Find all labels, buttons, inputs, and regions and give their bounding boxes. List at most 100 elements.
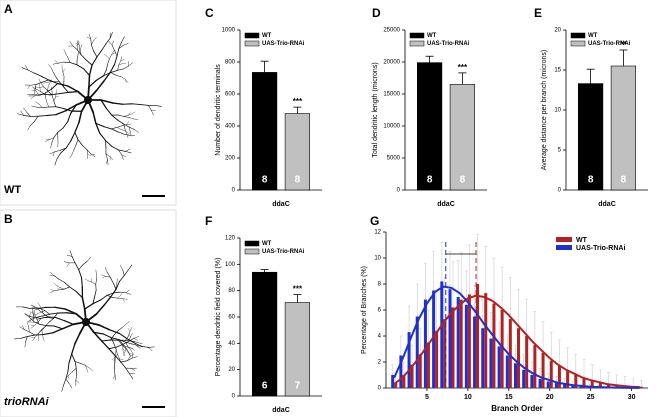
dendrite	[32, 313, 35, 318]
dendrite	[85, 365, 88, 370]
bar	[418, 354, 422, 388]
dendrite	[74, 360, 77, 369]
dendrite	[110, 288, 117, 298]
dendrite	[62, 71, 65, 77]
dendrite	[89, 367, 93, 372]
dendrite	[48, 317, 54, 319]
dendrite	[73, 144, 77, 151]
dendrite	[111, 40, 114, 46]
dendrite	[108, 348, 116, 357]
dendrite	[50, 142, 53, 149]
dendrite	[75, 99, 89, 107]
dendrite	[118, 60, 122, 66]
dendrite	[125, 340, 133, 342]
dendrite	[26, 319, 32, 323]
dendrite	[60, 147, 67, 154]
dendrite	[93, 50, 98, 58]
dendrite	[123, 133, 130, 136]
dendrite	[111, 52, 115, 55]
dendrite	[90, 153, 96, 158]
dendrite	[77, 90, 89, 101]
dendrite	[128, 112, 131, 116]
dendrite	[101, 340, 110, 350]
dendrite	[108, 40, 113, 46]
dendrite	[120, 360, 128, 363]
dendrite	[33, 310, 36, 316]
dendrite	[118, 339, 123, 346]
x-tick-label: 15	[505, 394, 513, 401]
dendrite	[45, 88, 53, 94]
dendrite	[35, 101, 40, 105]
dendrite	[46, 114, 57, 117]
dendrite	[117, 114, 125, 117]
dendrite	[53, 96, 56, 102]
dendrite	[93, 331, 105, 335]
y-axis-label: Number of dendritic terminals	[215, 64, 222, 156]
dendrite	[112, 297, 119, 299]
dendrite	[66, 262, 70, 267]
dendrite	[94, 289, 97, 297]
bar	[252, 72, 278, 191]
dendrite	[117, 131, 125, 135]
y-tick-label: 200	[225, 156, 236, 162]
dendrite	[100, 99, 107, 109]
dendrite	[49, 151, 55, 155]
dendrite	[65, 312, 77, 315]
legend-label: WT	[576, 237, 588, 244]
bar	[464, 304, 468, 388]
bar	[435, 330, 439, 388]
dendrite	[28, 331, 36, 336]
bar	[426, 342, 430, 388]
dendrite	[128, 62, 133, 67]
dendrite	[105, 140, 113, 147]
dendrite	[39, 86, 44, 88]
dendrite	[39, 83, 41, 88]
dendrite	[92, 296, 96, 305]
dendrite	[23, 115, 31, 117]
dendrite	[32, 307, 36, 310]
bar	[538, 378, 542, 388]
dendrite	[54, 306, 66, 310]
dendrite	[134, 129, 139, 133]
dendrite	[37, 318, 42, 323]
dendrite	[76, 64, 85, 70]
dendrite	[43, 337, 45, 342]
dendrite	[95, 122, 105, 128]
dendrite	[118, 44, 124, 49]
dendrite	[87, 89, 98, 101]
dendrite	[69, 41, 74, 47]
dendrite	[103, 296, 112, 306]
bar	[481, 328, 485, 388]
dendrite	[129, 373, 135, 375]
dendrite	[118, 339, 127, 343]
dendrite	[105, 107, 113, 116]
dendrite	[36, 306, 46, 310]
bar	[557, 365, 561, 388]
micrographs	[0, 0, 177, 417]
dendrite	[30, 324, 35, 326]
dendrite	[126, 348, 130, 353]
y-tick-label: 5000	[387, 156, 401, 162]
dendrite	[63, 261, 70, 264]
bar	[598, 382, 602, 388]
dendrite	[147, 347, 153, 351]
dendrite	[137, 345, 143, 348]
dendrite	[57, 127, 64, 133]
dendrite	[22, 306, 30, 309]
dendrite	[97, 324, 111, 331]
dendrite	[107, 159, 109, 165]
dendrite	[69, 154, 73, 159]
dendrite	[52, 151, 55, 157]
bar	[432, 290, 436, 388]
dendrite	[128, 352, 132, 355]
y-tick-label: 60	[228, 315, 235, 321]
bar	[497, 346, 501, 388]
dendrite	[44, 310, 50, 315]
dendrite	[118, 149, 123, 156]
dendrite	[125, 341, 133, 345]
dendrite	[103, 69, 107, 77]
bar	[514, 363, 517, 388]
dendrite	[24, 341, 26, 348]
n-label: 8	[262, 175, 268, 186]
dendrite	[120, 361, 127, 369]
